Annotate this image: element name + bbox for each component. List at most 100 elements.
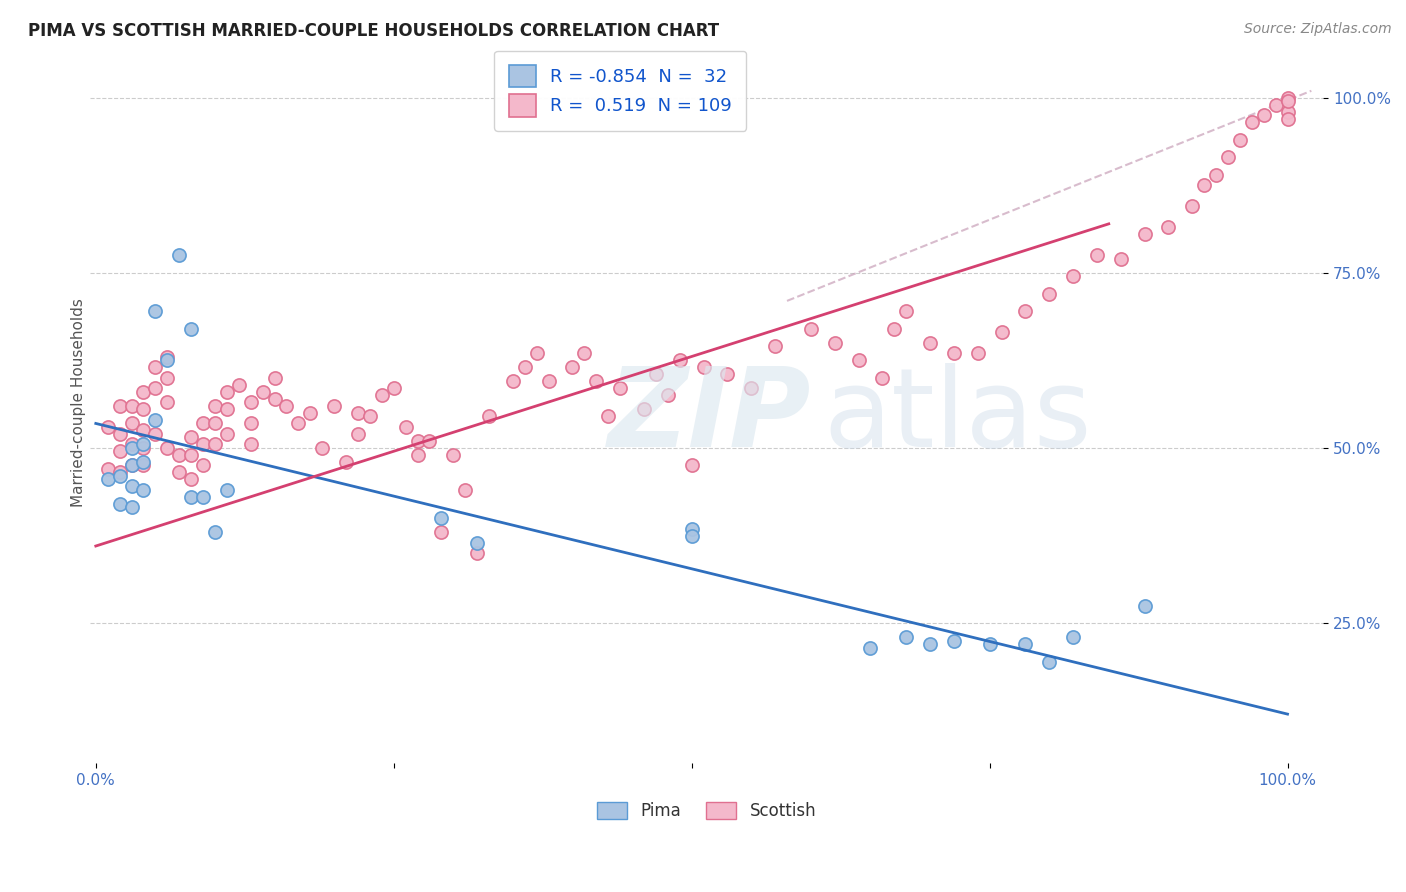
Point (287, 417, 309, 431)
Point (167, 248, 190, 262)
Point (108, 466, 131, 480)
Point (526, 346, 548, 360)
Point (167, 466, 190, 480)
Point (1192, 178, 1215, 193)
Point (108, 399, 131, 413)
Point (585, 375, 607, 389)
Point (191, 490, 214, 504)
Point (121, 441, 143, 455)
Point (513, 360, 536, 375)
Point (132, 437, 155, 451)
Point (1216, 150, 1239, 164)
Y-axis label: Married-couple Households: Married-couple Households (72, 298, 86, 507)
Point (896, 304, 918, 318)
Point (918, 335, 941, 350)
Point (145, 304, 167, 318)
Point (406, 434, 429, 448)
Point (156, 395, 179, 409)
Point (942, 633, 965, 648)
Point (1085, 248, 1108, 262)
Point (430, 524, 453, 539)
Point (180, 430, 202, 444)
Point (191, 458, 214, 473)
Point (645, 368, 668, 382)
Point (121, 437, 143, 451)
Point (478, 409, 501, 424)
Point (657, 388, 679, 402)
Point (763, 339, 786, 353)
Point (180, 473, 202, 487)
Point (347, 406, 370, 420)
Point (1205, 168, 1227, 182)
Point (311, 441, 333, 455)
Point (132, 424, 155, 438)
Point (382, 381, 405, 395)
Point (395, 420, 418, 434)
Point (121, 399, 143, 413)
Point (406, 448, 429, 462)
Point (800, 322, 823, 336)
Point (681, 528, 703, 542)
Point (1264, 97, 1286, 112)
Point (1277, 95, 1299, 109)
Point (918, 637, 941, 651)
Point (598, 409, 620, 424)
Point (108, 469, 131, 483)
Point (668, 353, 690, 368)
Point (740, 381, 762, 395)
Point (848, 353, 870, 368)
Point (180, 448, 202, 462)
Point (1133, 599, 1156, 613)
Point (108, 497, 131, 511)
Point (228, 378, 250, 392)
Point (156, 350, 179, 364)
Point (966, 346, 988, 360)
Point (896, 630, 918, 644)
Point (465, 546, 488, 560)
Point (132, 402, 155, 417)
Point (441, 448, 464, 462)
Point (454, 483, 477, 497)
Point (204, 524, 226, 539)
Point (204, 399, 226, 413)
Point (323, 399, 346, 413)
Point (1109, 252, 1132, 266)
Point (215, 402, 238, 417)
Point (1062, 630, 1084, 644)
Point (1038, 655, 1060, 669)
Point (145, 413, 167, 427)
Text: Source: ZipAtlas.com: Source: ZipAtlas.com (1244, 22, 1392, 37)
Point (121, 458, 143, 473)
Point (1038, 286, 1060, 301)
Point (1133, 227, 1156, 242)
Point (156, 441, 179, 455)
Point (97, 473, 120, 487)
Point (872, 371, 894, 385)
Point (561, 360, 583, 375)
Point (681, 458, 703, 473)
Point (942, 346, 965, 360)
Point (1277, 104, 1299, 119)
Point (132, 441, 155, 455)
Point (335, 455, 357, 469)
Point (418, 434, 440, 448)
Point (1014, 304, 1036, 318)
Point (239, 417, 262, 431)
Text: PIMA VS SCOTTISH MARRIED-COUPLE HOUSEHOLDS CORRELATION CHART: PIMA VS SCOTTISH MARRIED-COUPLE HOUSEHOL… (28, 22, 720, 40)
Point (1240, 115, 1263, 129)
Point (132, 458, 155, 473)
Point (537, 375, 560, 389)
Point (609, 381, 631, 395)
Legend: Pima, Scottish: Pima, Scottish (591, 796, 823, 827)
Point (145, 381, 167, 395)
Point (574, 346, 596, 360)
Point (979, 637, 1001, 651)
Point (132, 483, 155, 497)
Point (167, 448, 190, 462)
Point (1253, 108, 1275, 122)
Point (191, 437, 214, 451)
Point (252, 384, 274, 399)
Point (180, 490, 202, 504)
Point (121, 500, 143, 515)
Point (1277, 112, 1299, 126)
